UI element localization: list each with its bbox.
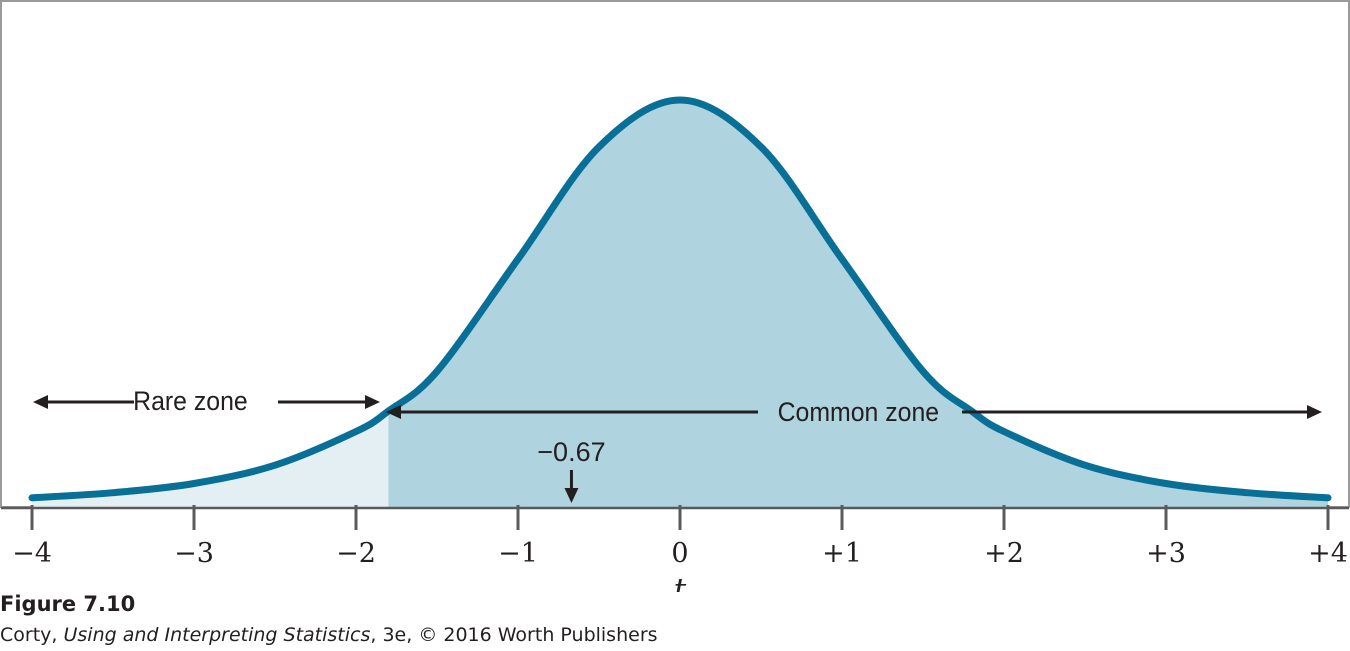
x-tick-label: −4 <box>12 538 52 569</box>
x-tick-label: −1 <box>498 538 538 569</box>
figure-label: Figure 7.10 <box>0 592 136 616</box>
x-tick-label: +4 <box>1308 538 1348 569</box>
source-title: Using and Interpreting Statistics <box>63 624 371 646</box>
x-tick-label: −3 <box>174 538 214 569</box>
common-zone-arrow <box>386 405 1322 419</box>
common-zone-label: Common zone <box>778 398 940 427</box>
source-edition: , 3e, © 2016 Worth Publishers <box>370 624 658 646</box>
region-common-zone <box>388 100 1328 507</box>
source-author: Corty, <box>0 624 64 646</box>
t-distribution-chart: −4 −3 −2 −1 0 +1 +2 +3 +4 t Rare zone Common zon… <box>0 0 1350 592</box>
observed-value-arrow <box>564 470 579 503</box>
figure-source: Corty, Using and Interpreting Statistics… <box>0 624 658 646</box>
x-tick-label: +1 <box>822 538 862 569</box>
x-tick-label: +3 <box>1146 538 1186 569</box>
observed-value-label: −0.67 <box>537 437 605 467</box>
x-tick-label: +2 <box>984 538 1024 569</box>
x-tick-label: 0 <box>671 538 688 569</box>
x-tick-label: −2 <box>336 538 376 569</box>
rare-zone-label: Rare zone <box>133 387 248 416</box>
region-rare-zone <box>32 411 389 507</box>
x-axis-label: t <box>674 572 687 592</box>
density-curve <box>28 96 1332 502</box>
rare-zone-arrow <box>33 395 380 409</box>
